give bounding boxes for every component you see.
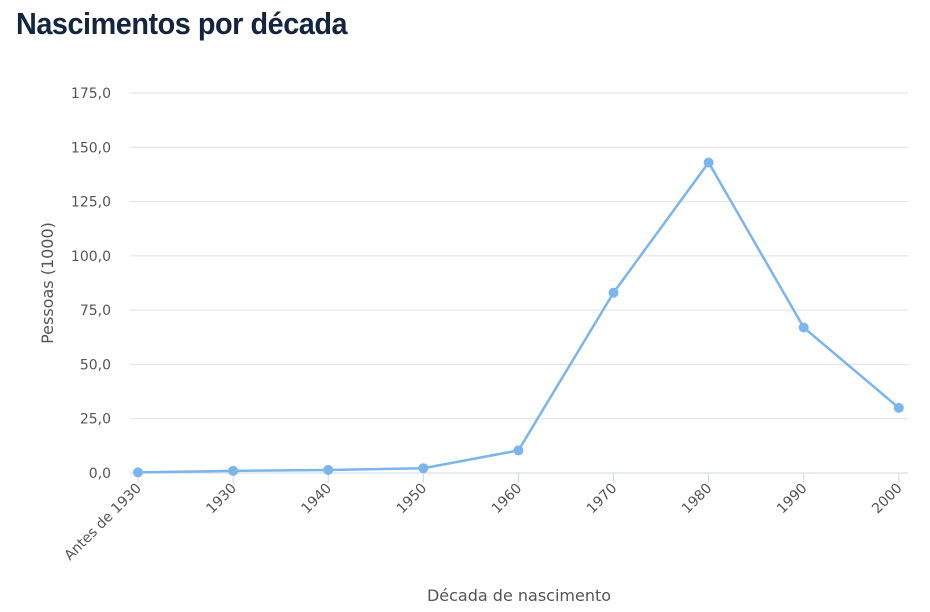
x-axis-tick-labels: Antes de 1930 1930 1940 1950 1960 1970 1980 199…	[61, 473, 906, 564]
series-line	[136, 161, 901, 474]
x-tick-label: 1930	[203, 481, 240, 518]
x-tick-label: 1980	[679, 481, 716, 518]
data-point[interactable]	[608, 287, 619, 298]
y-tick-label: 50,0	[80, 357, 111, 373]
data-point[interactable]	[893, 402, 904, 413]
data-point[interactable]	[798, 322, 809, 333]
data-point[interactable]	[228, 465, 239, 476]
y-tick-label: 25,0	[80, 412, 111, 428]
page-title: Nascimentos por década	[16, 6, 348, 41]
y-tick-label: 100,0	[71, 249, 111, 265]
x-tick-label: 1940	[299, 481, 336, 518]
data-point[interactable]	[513, 445, 524, 456]
y-tick-label: 75,0	[80, 303, 111, 319]
data-point[interactable]	[323, 464, 334, 475]
x-tick-label: 1960	[489, 481, 526, 518]
x-tick-label: 1970	[584, 481, 621, 518]
series-layer	[133, 157, 904, 478]
data-point[interactable]	[133, 467, 143, 478]
x-axis-title: Década de nascimento	[427, 586, 611, 605]
y-tick-label: 150,0	[71, 140, 111, 156]
y-axis-title: Pessoas (1000)	[38, 222, 57, 344]
y-axis-tick-labels: 0,0 25,0 50,0 75,0 100,0 125,0 150,0 175,0	[71, 86, 111, 482]
data-point[interactable]	[418, 463, 429, 474]
y-tick-label: 175,0	[71, 86, 111, 102]
x-tick-label: 1950	[394, 481, 431, 518]
x-tick-label: 2000	[869, 481, 906, 518]
data-point[interactable]	[703, 157, 714, 168]
y-tick-label: 0,0	[89, 466, 111, 482]
y-tick-label: 125,0	[71, 195, 111, 211]
gridlines	[130, 92, 908, 420]
x-tick-label: 1990	[774, 481, 811, 518]
x-tick-label: Antes de 1930	[61, 481, 144, 564]
